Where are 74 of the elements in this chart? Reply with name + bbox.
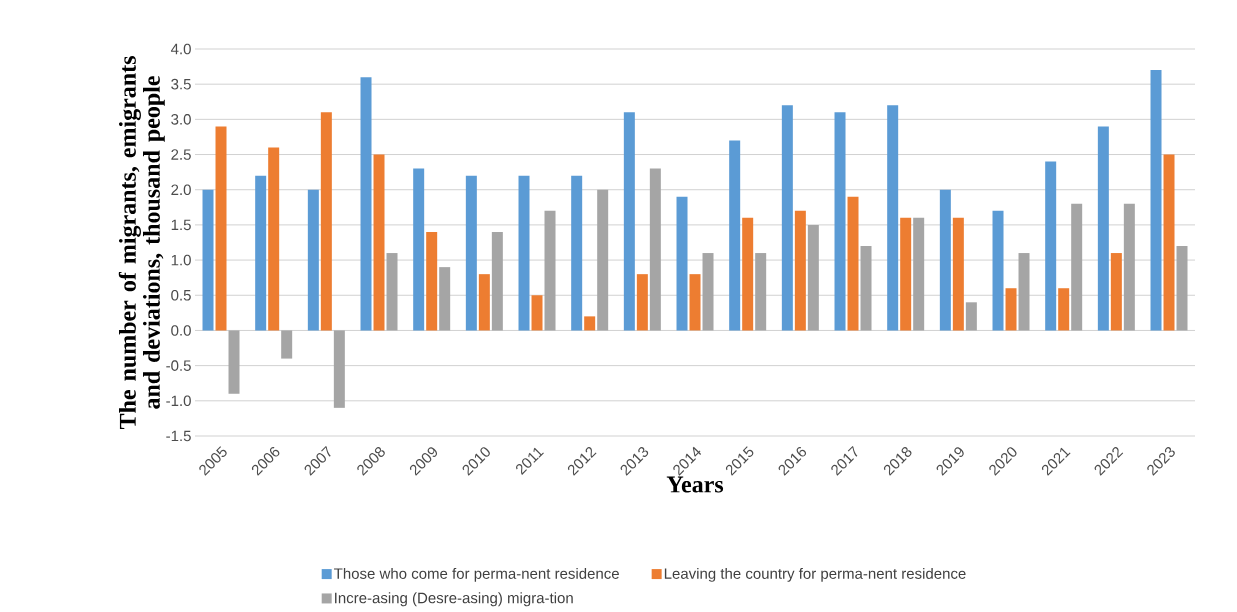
bar [518,175,530,331]
bar [465,175,477,331]
bar [597,189,609,331]
bar [939,189,951,331]
bar [307,189,319,331]
y-tick-label: -0.5 [166,360,191,371]
bar [1150,70,1162,331]
y-tick-label: 0.0 [171,325,191,336]
bar [649,168,661,331]
bar [900,217,912,331]
bar [571,175,583,331]
y-axis-title: The number of migrants, emigrants and deviations, thousand people [118,56,165,430]
bar [689,274,701,331]
bar [702,253,714,331]
bar [426,231,438,331]
bar [952,217,964,331]
bar [636,274,648,331]
bar [333,330,345,408]
bar [281,330,293,359]
bar [1123,203,1135,331]
bar [1110,253,1122,331]
bar [1176,246,1188,331]
bar [755,253,767,331]
bar [623,112,635,331]
bar [544,210,556,331]
bar [439,267,451,331]
bar [1018,253,1030,331]
bar [531,295,543,331]
bar [228,330,240,394]
y-tick-label: -1.5 [166,430,191,442]
bar [913,217,925,331]
bar [268,147,280,331]
bar [1097,126,1109,331]
y-tick-label: 3.0 [171,114,191,125]
bar [847,196,859,331]
bar [491,231,503,331]
bar [215,126,227,331]
bar [742,217,754,331]
bar [834,112,846,331]
bar [413,168,425,331]
y-tick-label: -1.0 [166,395,191,407]
bar [965,302,977,331]
bar [478,274,490,331]
bar [807,224,819,331]
bar [202,189,214,331]
bar [992,210,1004,331]
bar [1071,203,1083,331]
bar [1058,288,1070,331]
bar [584,316,596,331]
bar [729,140,741,331]
bar [1005,288,1017,331]
y-tick-label: 2.5 [171,149,191,160]
y-tick-label: 1.0 [171,254,191,266]
y-tick-label: 4.0 [170,43,191,55]
bar [255,175,267,331]
bar [676,196,688,331]
bar [887,105,899,331]
y-tick-label: 1.5 [171,219,191,231]
bar [794,210,806,331]
y-tick-label: 2.0 [171,184,191,196]
legend-label: Leaving the country for perma-nent residence [664,567,966,582]
y-tick-label: 0.5 [171,289,191,301]
legend-label: Those who come for perma-nent residence [334,567,619,582]
y-tick-label: 3.5 [171,78,191,90]
bar [373,154,385,331]
bar [320,112,332,331]
legend-label: Incre-asing (Desre-asing) migra-tion [335,592,573,607]
bar [1163,154,1175,331]
bar [1045,161,1057,331]
x-axis-title: Years [666,476,724,493]
bar [860,246,872,331]
bar [360,77,372,331]
bar [781,105,793,331]
bar [386,253,398,331]
